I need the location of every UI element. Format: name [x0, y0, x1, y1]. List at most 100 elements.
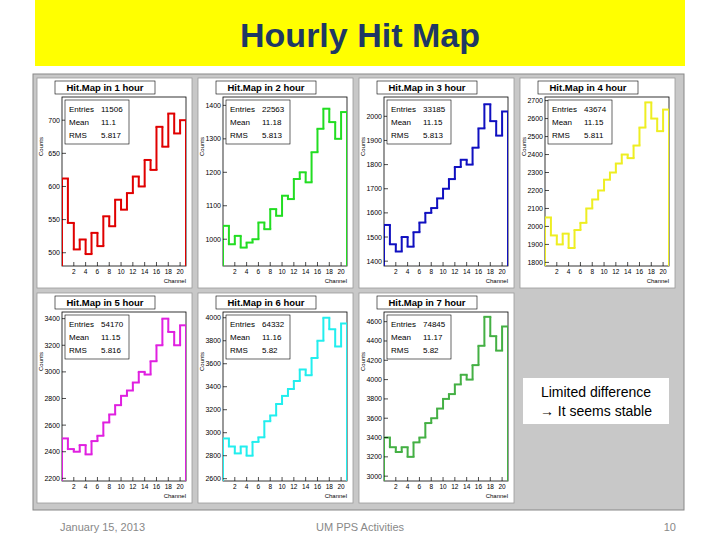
x-tick — [502, 262, 503, 266]
x-tick — [317, 477, 318, 481]
x-tick — [556, 262, 557, 266]
x-tick-label: 2 — [233, 483, 237, 490]
x-tick — [132, 262, 133, 266]
stats-label: Entries — [391, 105, 416, 114]
x-tick-label: 6 — [418, 268, 422, 275]
x-tick-label: 16 — [153, 268, 161, 275]
y-tick-label: 1800 — [366, 161, 382, 168]
hist-panel: 1400150016001700180019002000246810121416… — [359, 78, 514, 288]
stats-label: Entries — [230, 105, 255, 114]
x-tick — [431, 262, 432, 266]
footer-date: January 15, 2013 — [60, 521, 145, 533]
x-tick — [431, 477, 432, 481]
y-tick-label: 4000 — [205, 314, 221, 321]
x-tick-label: 4 — [84, 268, 88, 275]
annotation-text: → It seems stable — [540, 403, 652, 419]
x-tick-label: 18 — [165, 483, 173, 490]
title-box — [55, 81, 155, 94]
x-tick-label: 20 — [176, 483, 184, 490]
y-tick — [384, 261, 388, 262]
stats-value: 54170 — [101, 320, 124, 329]
x-tick — [144, 477, 145, 481]
slide: Hourly Hit Map50055060065070024681012141… — [0, 0, 720, 540]
y-tick — [545, 262, 549, 263]
stats-value: 64332 — [262, 320, 285, 329]
x-tick — [490, 477, 491, 481]
y-tick — [223, 172, 227, 173]
y-tick-label: 500 — [48, 249, 60, 256]
x-tick — [121, 477, 122, 481]
y-tick-label: 2700 — [527, 97, 543, 104]
stats-box — [387, 315, 451, 359]
x-tick — [282, 477, 283, 481]
y-tick — [223, 239, 227, 240]
x-axis-label: Channel — [325, 278, 347, 284]
x-tick — [454, 477, 455, 481]
x-tick — [156, 262, 157, 266]
x-tick-label: 8 — [590, 268, 594, 275]
x-tick-label: 16 — [153, 483, 161, 490]
x-tick-label: 12 — [129, 483, 137, 490]
x-tick — [341, 262, 342, 266]
hist-panel: 3000320034003600380040004200440046002468… — [359, 293, 514, 503]
hist-title: Hit.Map in 2 hour — [227, 82, 304, 93]
x-tick-label: 16 — [636, 268, 644, 275]
stats-label: RMS — [69, 131, 87, 140]
y-tick-label: 1300 — [205, 135, 221, 142]
x-tick-label: 12 — [451, 268, 459, 275]
x-tick — [305, 477, 306, 481]
x-tick — [305, 262, 306, 266]
grid-background — [33, 74, 684, 510]
y-tick-label: 2400 — [527, 151, 543, 158]
x-tick-label: 16 — [314, 268, 322, 275]
x-tick-label: 8 — [268, 483, 272, 490]
stats-value: 5.82 — [262, 346, 278, 355]
y-tick-label: 4400 — [366, 337, 382, 344]
title-box — [216, 296, 316, 309]
x-tick — [639, 262, 640, 266]
annotation-text: Limited difference — [541, 384, 651, 400]
title-box — [538, 81, 638, 94]
x-tick — [234, 262, 235, 266]
x-tick-label: 14 — [141, 483, 149, 490]
x-tick-label: 4 — [406, 268, 410, 275]
stats-value: 11506 — [101, 105, 123, 114]
y-tick-label: 650 — [48, 150, 60, 157]
stats-box — [387, 100, 451, 144]
x-tick-label: 12 — [612, 268, 620, 275]
y-tick — [62, 153, 66, 154]
stats-box — [65, 100, 129, 144]
y-tick — [384, 418, 388, 419]
stats-value: 11.15 — [584, 118, 604, 127]
y-tick-label: 2600 — [527, 115, 543, 122]
x-tick — [282, 262, 283, 266]
hist-panel: 2200240026002800300032003400246810121416… — [37, 293, 192, 503]
stats-label: Entries — [69, 320, 94, 329]
y-tick-label: 2200 — [44, 475, 60, 482]
x-tick-label: 20 — [176, 268, 184, 275]
y-tick-label: 2000 — [527, 223, 543, 230]
plot-frame — [384, 97, 508, 266]
x-tick — [180, 262, 181, 266]
y-tick — [223, 386, 227, 387]
x-tick — [156, 477, 157, 481]
y-tick-label: 550 — [48, 216, 60, 223]
hist-panel: 1800190020002100220023002400250026002700… — [520, 78, 675, 288]
x-tick — [502, 477, 503, 481]
y-tick-label: 3400 — [44, 315, 60, 322]
y-tick — [62, 398, 66, 399]
y-tick-label: 4000 — [366, 376, 382, 383]
stats-value: 43674 — [584, 105, 607, 114]
stats-label: Mean — [69, 118, 89, 127]
x-tick-label: 20 — [498, 268, 506, 275]
x-tick — [443, 262, 444, 266]
stats-label: RMS — [69, 346, 87, 355]
stats-value: 5.811 — [584, 131, 604, 140]
x-tick — [627, 262, 628, 266]
panel-background — [37, 293, 192, 503]
x-tick — [73, 262, 74, 266]
plot-frame — [62, 97, 186, 266]
stats-label: RMS — [391, 346, 409, 355]
x-tick — [97, 262, 98, 266]
x-tick — [73, 477, 74, 481]
